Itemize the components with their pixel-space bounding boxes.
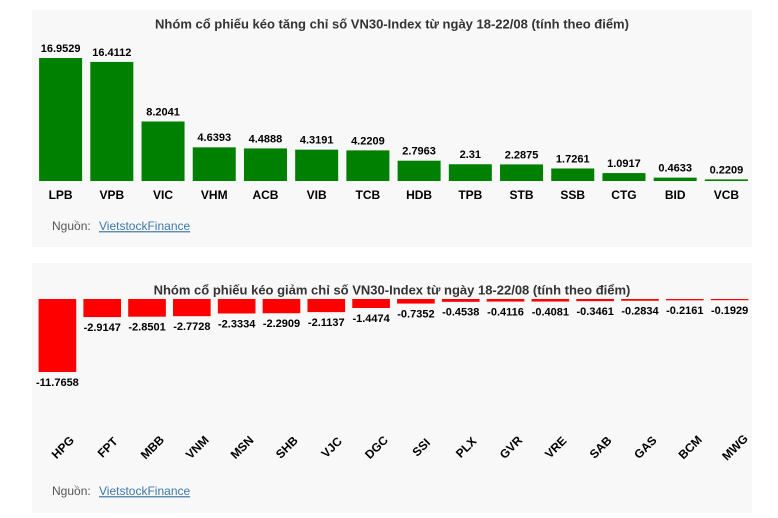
- source-link[interactable]: VietstockFinance: [99, 484, 190, 498]
- x-tick-label: VHM: [201, 188, 228, 202]
- x-tick-label: TPB: [458, 188, 482, 202]
- x-tick-label: LPB: [49, 188, 73, 202]
- bar: [486, 299, 525, 302]
- x-tick-label: CTG: [611, 188, 636, 202]
- bar: [397, 160, 441, 181]
- value-label: 4.4888: [249, 133, 283, 145]
- chart-title: Nhóm cổ phiếu kéo tăng chỉ số VN30-Index…: [155, 16, 629, 31]
- value-label: 0.2209: [710, 164, 744, 176]
- bar: [397, 299, 435, 304]
- bar: [665, 299, 704, 301]
- bar: [704, 179, 748, 181]
- x-tick-label: ACB: [252, 188, 278, 202]
- x-tick-label: TCB: [356, 188, 381, 202]
- value-label: -0.3461: [577, 306, 614, 318]
- value-label: 2.7963: [402, 146, 436, 158]
- bar: [710, 299, 749, 301]
- bar: [217, 299, 256, 314]
- x-tick-label: VIC: [153, 188, 173, 202]
- x-tick-label: BID: [665, 188, 686, 202]
- value-label: 0.4633: [658, 163, 692, 175]
- value-label: -2.7728: [173, 321, 210, 333]
- value-label: 8.2041: [146, 106, 180, 118]
- bar: [621, 299, 659, 301]
- x-tick-label: VIB: [307, 188, 327, 202]
- bar: [295, 149, 339, 181]
- x-tick-label: SSB: [560, 188, 585, 202]
- value-label: -0.1929: [711, 305, 748, 317]
- value-label: -0.7352: [397, 308, 434, 320]
- bar: [141, 121, 185, 181]
- value-label: 2.31: [460, 149, 481, 161]
- value-label: -2.8501: [128, 322, 165, 334]
- bar: [531, 299, 570, 302]
- bar: [192, 147, 236, 181]
- bar: [346, 150, 390, 181]
- bar: [307, 299, 346, 313]
- value-label: 1.7261: [556, 153, 590, 165]
- bar: [576, 299, 614, 302]
- value-label: 4.2209: [351, 135, 385, 147]
- x-tick-label: STB: [510, 188, 534, 202]
- bar: [653, 177, 697, 181]
- value-label: 4.3191: [300, 135, 334, 147]
- bar: [448, 164, 492, 181]
- value-label: 4.6393: [197, 132, 231, 144]
- bar: [243, 148, 287, 181]
- source-label: Nguồn:: [52, 484, 91, 498]
- bar: [262, 299, 301, 314]
- bar: [500, 164, 544, 181]
- value-label: -11.7658: [36, 377, 79, 389]
- panel: [32, 10, 752, 247]
- x-tick-label: VCB: [714, 188, 740, 202]
- bar: [90, 61, 134, 181]
- source-link[interactable]: VietstockFinance: [99, 219, 190, 233]
- value-label: 1.0917: [607, 158, 641, 170]
- value-label: -2.1137: [308, 317, 345, 329]
- x-tick-label: VPB: [99, 188, 124, 202]
- bar: [441, 299, 480, 302]
- bar: [83, 299, 122, 318]
- bar: [173, 299, 211, 317]
- value-label: -2.2909: [263, 318, 300, 330]
- value-label: -2.3334: [218, 318, 256, 330]
- value-label: -0.2161: [666, 305, 703, 317]
- value-label: -0.4538: [442, 307, 479, 319]
- value-label: -0.4081: [532, 306, 569, 318]
- bar: [551, 168, 595, 181]
- value-label: 16.9529: [41, 43, 81, 55]
- value-label: -1.4474: [352, 313, 390, 325]
- bar: [39, 58, 83, 181]
- value-label: 2.2875: [505, 149, 539, 161]
- value-label: -0.4116: [487, 306, 524, 318]
- bar: [352, 299, 390, 308]
- value-label: 16.4112: [92, 47, 131, 59]
- bar: [38, 299, 77, 372]
- source-label: Nguồn:: [52, 219, 91, 233]
- value-label: -2.9147: [84, 322, 121, 334]
- value-label: -0.2834: [621, 306, 659, 318]
- bar: [128, 299, 166, 317]
- x-tick-label: HDB: [406, 188, 432, 202]
- chart-title: Nhóm cổ phiếu kéo giảm chỉ số VN30-Index…: [154, 282, 631, 297]
- bar: [602, 173, 646, 181]
